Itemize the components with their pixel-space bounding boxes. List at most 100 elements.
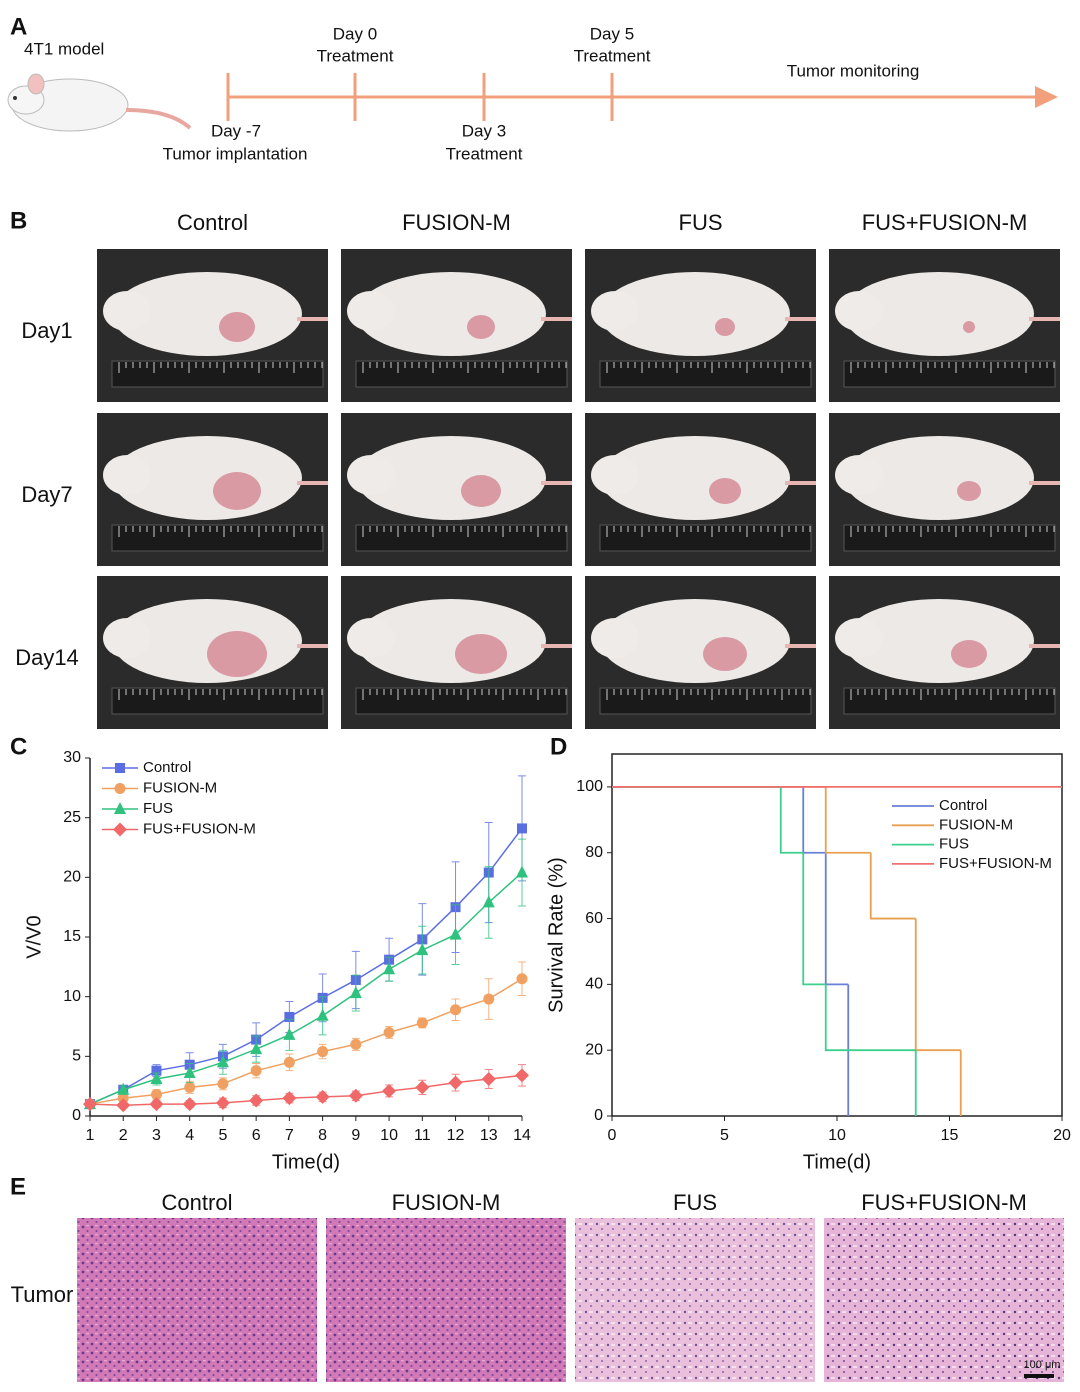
mouse-head <box>835 291 883 331</box>
x-tick-label: 5 <box>720 1127 729 1144</box>
mouse-body <box>600 272 790 356</box>
marker <box>215 1095 230 1110</box>
y-axis-label: Survival Rate (%) <box>545 857 567 1013</box>
x-tick-label: 2 <box>119 1127 128 1144</box>
marker <box>283 1056 295 1068</box>
y-tick-label: 60 <box>585 910 603 927</box>
y-tick-label: 0 <box>594 1107 603 1124</box>
marker <box>117 1082 130 1095</box>
timeline <box>226 73 1058 121</box>
x-tick-label: 14 <box>513 1127 531 1144</box>
marker <box>416 943 429 956</box>
tumor <box>715 318 735 336</box>
panel-label: B <box>10 207 27 234</box>
step-segment <box>824 852 849 986</box>
event-label: Treatment <box>317 46 394 65</box>
event-day: Day 3 <box>462 121 506 140</box>
step-segment <box>824 984 916 1052</box>
event-day: Day -7 <box>211 121 261 140</box>
marker <box>282 1091 297 1106</box>
mouse-photo <box>829 249 1060 402</box>
row-label: Day1 <box>21 318 72 343</box>
legend-label: Control <box>143 759 191 776</box>
mouse-photo <box>585 576 816 729</box>
marker <box>517 823 527 834</box>
event-label: Treatment <box>446 144 523 163</box>
x-tick-label: 20 <box>1053 1127 1071 1144</box>
marker <box>449 927 462 940</box>
marker <box>149 1097 164 1112</box>
legend-label: FUS+FUSION-M <box>939 855 1052 872</box>
mouse-head <box>591 618 639 658</box>
column-header: Control <box>162 1190 233 1215</box>
tumor <box>461 475 501 507</box>
marker <box>516 973 528 985</box>
marker <box>150 1089 162 1101</box>
marker <box>216 1055 229 1068</box>
mouse-photo <box>341 576 572 729</box>
marker <box>249 1093 264 1108</box>
x-axis-label: Time(d) <box>272 1151 340 1173</box>
event-label: Treatment <box>574 46 651 65</box>
marker <box>150 1072 163 1085</box>
marker <box>182 1097 197 1112</box>
tumor <box>213 472 261 510</box>
x-tick-label: 15 <box>941 1127 959 1144</box>
panel-label: D <box>550 733 567 760</box>
marker <box>250 1042 263 1055</box>
mouse-photo <box>97 413 328 566</box>
marker <box>516 865 528 878</box>
x-tick-label: 12 <box>447 1127 465 1144</box>
marker <box>183 1066 196 1079</box>
marker <box>382 1083 397 1098</box>
marker <box>116 1098 131 1113</box>
mouse-photo <box>585 249 816 402</box>
column-header: FUSION-M <box>392 1190 501 1215</box>
mouse-head <box>347 455 395 495</box>
mouse-photo <box>585 413 816 566</box>
mouse-body <box>356 272 546 356</box>
mouse-head <box>103 291 151 331</box>
mouse-photo <box>829 576 1060 729</box>
step-segment <box>802 852 826 986</box>
mouse-body <box>844 599 1034 683</box>
histology-image <box>824 1218 1064 1382</box>
marker <box>350 1038 362 1050</box>
marker <box>349 986 362 999</box>
marker <box>416 1017 428 1029</box>
y-tick-label: 100 <box>576 778 603 795</box>
mouse-head <box>347 618 395 658</box>
step-segment <box>869 852 916 920</box>
marker <box>184 1081 196 1093</box>
panel-label: E <box>10 1173 26 1200</box>
marker <box>348 1088 363 1103</box>
series-line <box>89 872 523 1105</box>
plot-frame <box>611 753 1063 1117</box>
y-tick-label: 30 <box>63 749 81 766</box>
marker <box>117 1092 129 1104</box>
y-tick-label: 40 <box>585 976 603 993</box>
marker <box>217 1078 229 1090</box>
legend-label: FUS <box>939 836 969 853</box>
tumor <box>207 631 267 677</box>
y-tick-label: 0 <box>72 1107 81 1124</box>
mouse-head <box>103 618 151 658</box>
marker <box>250 1065 262 1077</box>
marker <box>151 1065 162 1076</box>
column-header: FUS <box>679 210 723 235</box>
row-label: Tumor <box>11 1282 74 1307</box>
legend-marker <box>114 783 126 794</box>
x-tick-label: 13 <box>480 1127 498 1144</box>
mouse-body <box>844 436 1034 520</box>
y-axis-label: V/V0 <box>23 915 45 958</box>
legend-label: Control <box>939 797 987 814</box>
column-header: Control <box>177 210 248 235</box>
monitoring-label: Tumor monitoring <box>787 61 920 80</box>
mouse-head <box>835 618 883 658</box>
legend-label: FUS+FUSION-M <box>143 820 256 837</box>
legend-marker <box>113 822 127 837</box>
column-header: FUS+FUSION-M <box>861 1190 1027 1215</box>
x-tick-label: 0 <box>608 1127 617 1144</box>
tumor <box>703 637 747 671</box>
mouse-body <box>844 272 1034 356</box>
